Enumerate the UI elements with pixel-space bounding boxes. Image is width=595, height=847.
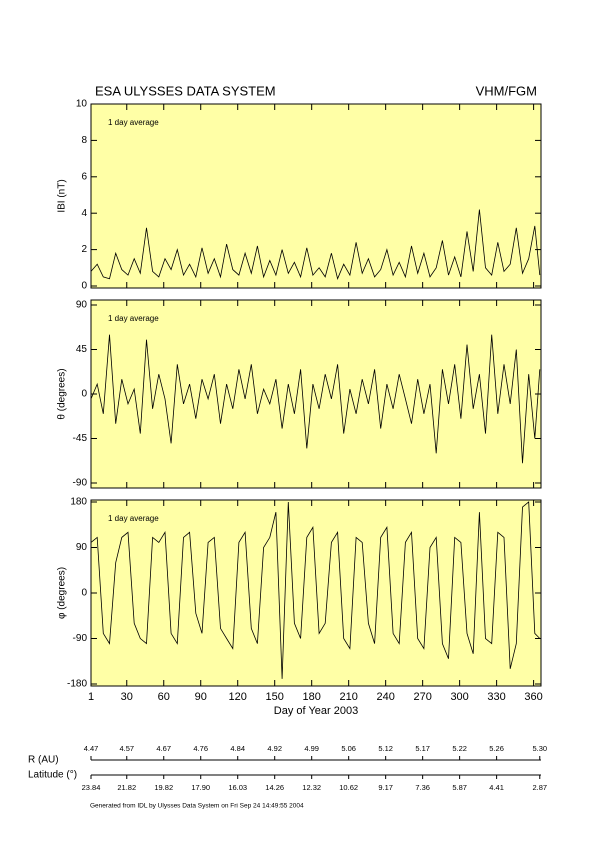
x-tick-label: 240 [376,691,394,703]
x-tick-label: 1 [88,691,94,703]
instrument: VHM/FGM [476,83,537,98]
row-value: 21.82 [117,783,136,792]
x-tick-label: 330 [487,691,505,703]
row-value: 2.87 [532,783,547,792]
y-tick-label: 90 [76,300,88,311]
x-tick-label: 120 [229,691,247,703]
y-tick-label: 0 [81,281,87,292]
row-value: 5.87 [452,783,467,792]
x-tick-label: 150 [266,691,284,703]
row-value: 4.84 [230,744,245,753]
row-value: 4.99 [304,744,319,753]
row-value: 5.17 [415,744,430,753]
footer: Generated from IDL by Ulysses Data Syste… [90,803,304,810]
data-line [90,334,541,464]
page-title: ESA ULYSSES DATA SYSTEM [95,83,276,98]
x-tick-label: 90 [195,691,207,703]
y-tick-label: 6 [81,171,87,182]
row-value: 5.12 [378,744,393,753]
row-value: 19.82 [154,783,173,792]
row-value: 16.03 [228,783,247,792]
x-tick-label: 60 [158,691,170,703]
row-value: 4.47 [84,744,99,753]
y-tick-label: 180 [70,497,87,508]
row-value: 4.92 [267,744,282,753]
row-value: 9.17 [378,783,393,792]
x-tick-label: 30 [121,691,133,703]
y-tick-label: 45 [76,344,88,355]
x-tick-label: 180 [303,691,321,703]
row-value: 4.67 [156,744,171,753]
row-value: 23.84 [82,783,101,792]
row-value: 5.30 [532,744,547,753]
y-axis-label: φ (degrees) [57,567,68,619]
y-tick-label: 0 [81,389,87,400]
y-tick-label: -180 [67,679,87,690]
annotation: 1 day average [108,118,159,127]
row-value: 5.06 [341,744,356,753]
row-value: 10.62 [339,783,358,792]
y-tick-label: -45 [73,433,88,444]
row-value: 4.57 [119,744,134,753]
y-tick-label: 0 [81,588,87,599]
y-tick-label: 90 [76,542,88,553]
row-value: 14.26 [265,783,284,792]
row-value: 4.76 [193,744,208,753]
plot-area [91,104,541,288]
y-axis-label: IBI (nT) [57,179,68,212]
plot-area [91,500,541,686]
y-tick-label: 10 [76,99,88,110]
x-axis-label: Day of Year 2003 [274,705,358,717]
plot-frame [90,103,542,289]
y-axis-label: θ (degrees) [57,368,68,419]
y-tick-label: 8 [81,135,87,146]
row-label: Latitude (°) [28,770,77,781]
plot-area [91,300,541,488]
data-line [90,501,541,679]
x-tick-label: 360 [524,691,542,703]
row-value: 4.41 [489,783,504,792]
row-value: 5.26 [489,744,504,753]
row-value: 12.32 [302,783,321,792]
y-tick-label: -90 [73,633,88,644]
x-tick-label: 300 [450,691,468,703]
annotation: 1 day average [108,314,159,323]
row-value: 7.36 [415,783,430,792]
x-tick-label: 270 [413,691,431,703]
data-line [90,209,541,280]
y-tick-label: -90 [73,478,88,489]
annotation: 1 day average [108,514,159,523]
row-label: R (AU) [28,755,59,766]
x-tick-label: 210 [339,691,357,703]
y-tick-label: 2 [81,244,87,255]
row-value: 5.22 [452,744,467,753]
row-value: 17.90 [191,783,210,792]
y-tick-label: 4 [81,208,87,219]
